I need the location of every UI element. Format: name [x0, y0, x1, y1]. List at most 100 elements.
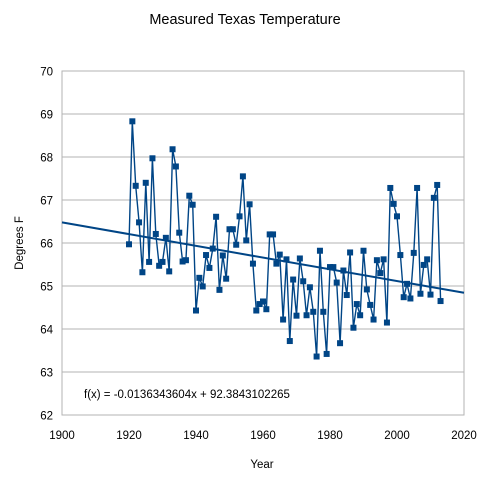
y-tick-label: 63: [40, 368, 53, 380]
data-point: [260, 298, 266, 305]
data-point: [407, 295, 414, 302]
data-point: [390, 200, 397, 207]
data-point: [313, 353, 320, 360]
series-line: [128, 121, 442, 357]
gridlines: [62, 70, 464, 416]
data-point: [266, 231, 273, 238]
data-point: [340, 267, 347, 274]
data-point: [397, 252, 404, 259]
data-point: [370, 316, 377, 323]
x-axis-tick-labels: 1900 1920 1940 1960 1980 2000 2020: [49, 430, 477, 442]
data-point: [206, 264, 213, 271]
data-point: [270, 231, 277, 238]
data-point: [209, 245, 216, 252]
data-point: [414, 184, 421, 191]
data-point: [357, 312, 364, 319]
x-tick-label: 2000: [384, 430, 410, 442]
data-point: [333, 279, 340, 286]
data-point: [223, 275, 230, 282]
data-point: [286, 338, 293, 345]
data-point: [136, 219, 143, 226]
data-point: [239, 173, 246, 180]
data-point: [323, 350, 330, 357]
data-point: [149, 155, 156, 162]
data-point: [316, 247, 323, 254]
data-point: [363, 286, 370, 293]
data-point-markers: [126, 118, 444, 360]
data-point: [216, 286, 223, 293]
y-tick-label: 68: [40, 153, 53, 165]
data-point: [213, 213, 220, 220]
data-point: [327, 264, 333, 271]
data-point: [276, 251, 283, 258]
data-point: [303, 312, 310, 319]
data-point: [199, 283, 206, 290]
data-point: [300, 278, 307, 285]
data-point: [430, 194, 437, 201]
data-point: [283, 256, 290, 263]
data-point: [330, 264, 337, 271]
data-point: [233, 241, 240, 248]
data-point: [189, 201, 196, 208]
data-point: [394, 213, 400, 220]
data-point: [306, 284, 313, 291]
y-tick-label: 62: [40, 411, 53, 423]
x-tick-label: 1980: [317, 430, 343, 442]
data-point: [337, 340, 344, 347]
y-tick-label: 70: [40, 67, 53, 79]
data-point: [347, 249, 354, 256]
data-point: [367, 301, 374, 308]
data-point: [203, 252, 210, 259]
y-tick-label: 66: [40, 239, 53, 251]
data-point: [353, 301, 360, 308]
data-point: [434, 181, 441, 188]
data-point: [404, 280, 411, 287]
data-point: [156, 262, 163, 269]
data-point: [186, 192, 193, 199]
data-point: [290, 276, 297, 283]
data-point: [142, 179, 149, 186]
data-point: [249, 260, 256, 267]
data-point: [243, 237, 250, 244]
y-axis-label: Degrees F: [14, 216, 26, 270]
data-point: [162, 234, 169, 241]
data-point: [427, 291, 434, 298]
y-tick-label: 69: [40, 110, 53, 122]
data-point: [256, 301, 263, 308]
data-point: [169, 146, 176, 153]
x-axis-label: Year: [250, 459, 273, 471]
data-point: [146, 258, 153, 265]
y-tick-label: 65: [40, 282, 53, 294]
data-point: [383, 319, 390, 326]
y-tick-label: 67: [40, 196, 53, 208]
data-point: [139, 269, 146, 276]
data-point: [193, 307, 199, 314]
data-point: [377, 270, 384, 277]
trendline-equation: f(x) = -0.0136343604x + 92.3843102265: [84, 389, 290, 401]
data-point: [360, 247, 367, 254]
data-point: [172, 163, 179, 170]
data-point: [410, 249, 417, 256]
data-point: [182, 257, 189, 264]
data-point: [226, 226, 233, 233]
trendline: [61, 221, 465, 294]
data-point: [380, 256, 387, 263]
data-point: [424, 256, 431, 263]
x-tick-label: 1900: [49, 430, 75, 442]
data-point: [196, 274, 203, 281]
data-point: [219, 252, 226, 259]
y-tick-label: 64: [40, 325, 53, 337]
data-point: [373, 257, 380, 264]
data-point: [179, 258, 186, 265]
data-point: [350, 324, 357, 331]
data-point: [263, 306, 270, 313]
data-point: [236, 213, 243, 220]
data-point: [152, 230, 159, 237]
x-tick-label: 1940: [183, 430, 209, 442]
plot-area-frame: [61, 70, 465, 416]
data-point: [400, 294, 407, 301]
data-point: [420, 261, 427, 268]
data-point: [343, 292, 350, 299]
data-point: [296, 255, 303, 262]
